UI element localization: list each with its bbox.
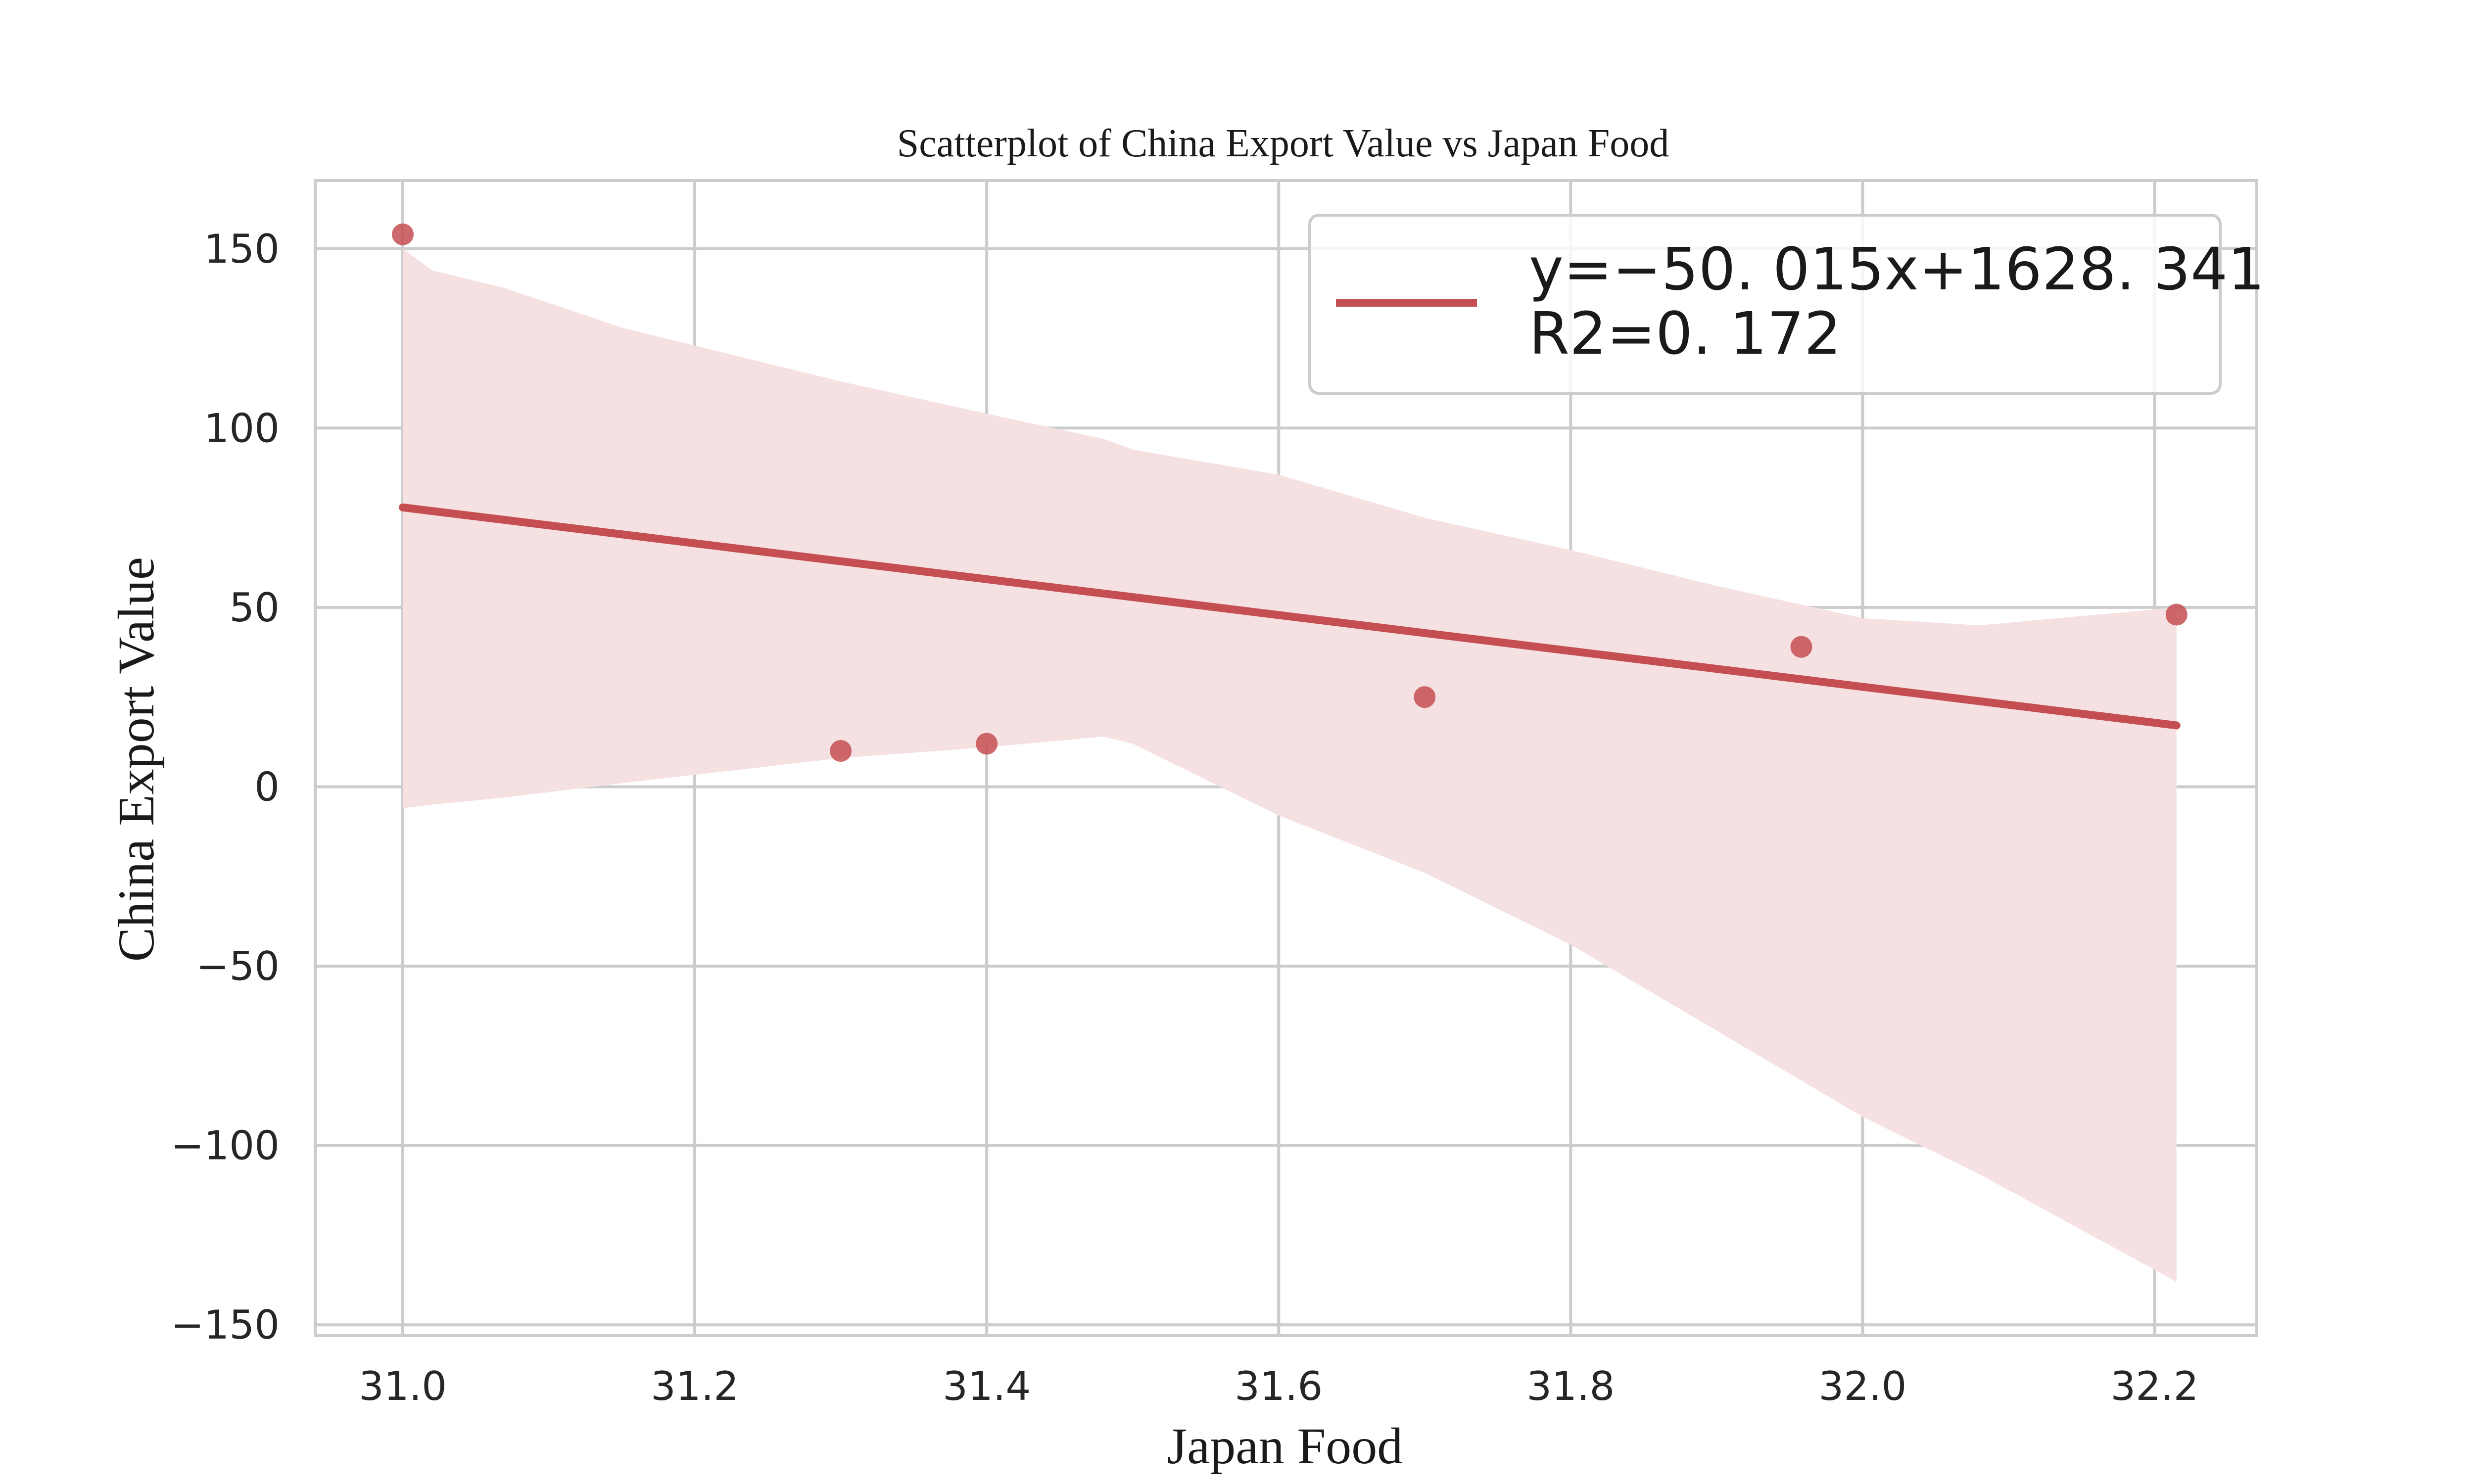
x-tick-label-2: 31.4 [943, 1363, 1031, 1409]
chart-title: Scatterplot of China Export Value vs Jap… [897, 122, 1669, 165]
y-tick-label-2: 50 [229, 585, 280, 631]
y-tick-label-3: 0 [254, 764, 280, 810]
data-point-2 [976, 733, 998, 755]
y-tick-label-5: −100 [171, 1123, 280, 1169]
regression-line-layer [399, 503, 2181, 730]
plot-area-frame [314, 179, 2258, 1337]
legend: y=−50. 015x+1628. 341 R2=0. 172 [1308, 214, 2265, 395]
data-point-1 [830, 740, 852, 762]
y-tick-label-0: 150 [204, 226, 280, 272]
x-tick-label-0: 31.0 [359, 1363, 447, 1409]
y-axis-title: China Export Value [108, 557, 165, 962]
data-point-4 [1790, 636, 1812, 658]
x-tick-label-3: 31.6 [1235, 1363, 1323, 1409]
y-tick-label-4: −50 [196, 943, 280, 989]
y-tick-label-1: 100 [204, 405, 280, 451]
x-axis-title: Japan Food [1167, 1418, 1403, 1475]
legend-equation: y=−50. 015x+1628. 341 [1529, 235, 2265, 303]
data-point-3 [1414, 686, 1436, 708]
x-tick-label-5: 32.0 [1818, 1363, 1906, 1409]
x-tick-label-4: 31.8 [1526, 1363, 1615, 1409]
confidence-band-layer [403, 248, 2177, 1282]
x-tick-label-1: 31.2 [651, 1363, 739, 1409]
y-tick-label-6: −150 [171, 1302, 280, 1348]
legend-r-squared: R2=0. 172 [1529, 299, 1841, 368]
confidence-band [403, 248, 2177, 1282]
legend-box [1308, 214, 2222, 395]
data-point-5 [2165, 603, 2188, 626]
x-tick-label-6: 32.2 [2110, 1363, 2198, 1409]
x-tick-labels: 31.0 31.2 31.4 31.6 31.8 32.0 32.2 [359, 1363, 2199, 1409]
data-point-0 [392, 223, 414, 245]
regression-line [399, 503, 2181, 730]
y-tick-labels: 150 100 50 0 −50 −100 −150 [171, 226, 280, 1348]
data-points-layer [392, 223, 2188, 762]
